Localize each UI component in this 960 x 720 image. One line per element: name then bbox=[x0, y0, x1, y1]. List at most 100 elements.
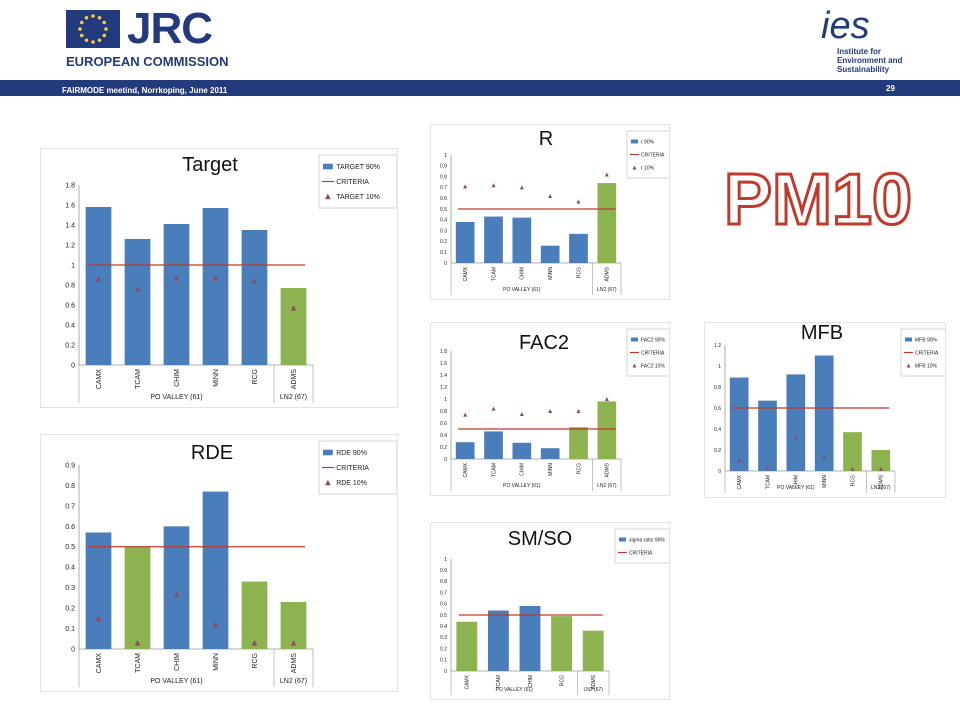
flag-star bbox=[78, 27, 82, 31]
y-tick-label: 0.9 bbox=[440, 164, 447, 170]
bar-chim bbox=[519, 606, 541, 671]
group-label-ln2: LN2 (67) bbox=[280, 678, 307, 685]
y-tick-label: 0.1 bbox=[440, 250, 447, 256]
legend-swatch-marker bbox=[632, 165, 637, 170]
y-tick-label: 0.8 bbox=[440, 174, 447, 180]
x-tick-label: CHIM bbox=[520, 463, 526, 476]
legend-label: sigma ratio 90% bbox=[629, 537, 665, 543]
legend-swatch-bar bbox=[631, 337, 638, 342]
y-tick-label: 0.8 bbox=[65, 282, 75, 289]
legend-label: RDE 10% bbox=[336, 480, 367, 487]
bar-camx bbox=[85, 207, 112, 365]
y-tick-label: 0.7 bbox=[440, 185, 447, 191]
y-tick-label: 1.4 bbox=[440, 373, 447, 379]
bar-rcg bbox=[569, 427, 588, 459]
marker-10pct bbox=[822, 455, 827, 460]
y-tick-label: 0.1 bbox=[65, 626, 75, 633]
legend-label: CRITERIA bbox=[336, 179, 369, 186]
x-tick-label: CHIM bbox=[794, 475, 800, 488]
marker-10pct bbox=[251, 278, 258, 284]
x-tick-label: CHIM bbox=[528, 675, 534, 688]
x-tick-label: TCAM bbox=[135, 369, 142, 389]
legend-swatch-bar bbox=[323, 163, 333, 170]
x-tick-label: MINN bbox=[213, 653, 220, 671]
ies-line-2: Environment and bbox=[837, 56, 902, 65]
y-tick-label: 0.7 bbox=[65, 503, 75, 510]
y-tick-label: 0.2 bbox=[440, 239, 447, 245]
x-tick-label: TCAM bbox=[496, 675, 502, 689]
flag-star bbox=[84, 38, 89, 43]
chart-r: 0 0.1 0.2 0.3 0.4 0.5 0.6 0.7 0.8 0.9 1 CAMX TCAM CHI… bbox=[430, 124, 672, 300]
y-tick-label: 0.4 bbox=[714, 427, 721, 433]
y-tick-label: 1 bbox=[444, 397, 447, 403]
meeting-label: FAIRMODE meetind, Norrkoping, June 2011 bbox=[62, 86, 228, 95]
flag-star bbox=[102, 33, 107, 38]
legend-label: RDE 90% bbox=[336, 450, 367, 457]
y-tick-label: 0.6 bbox=[714, 406, 721, 412]
group-label-ln2: LN2 (67) bbox=[597, 483, 617, 489]
y-tick-label: 0.9 bbox=[65, 462, 75, 469]
bar-tcam bbox=[484, 431, 503, 459]
y-tick-label: 0.4 bbox=[65, 322, 75, 329]
y-tick-label: 1.6 bbox=[440, 361, 447, 367]
slide-header: JRC EUROPEAN COMMISSION ies Institute fo… bbox=[0, 0, 960, 96]
x-tick-label: CAMX bbox=[96, 653, 103, 674]
flag-star bbox=[102, 20, 107, 25]
x-tick-label: RCG bbox=[850, 475, 856, 486]
legend-label: FAC2 90% bbox=[641, 337, 665, 343]
marker-10pct bbox=[463, 412, 468, 417]
x-tick-label: CAMX bbox=[96, 369, 103, 390]
x-tick-label: TCAM bbox=[491, 463, 497, 477]
legend-swatch-marker bbox=[632, 363, 637, 368]
bar-adms bbox=[597, 183, 617, 263]
legend-label: MFB 10% bbox=[915, 363, 938, 369]
y-tick-label: 0.2 bbox=[65, 606, 75, 613]
bar-rcg bbox=[551, 616, 573, 671]
marker-10pct bbox=[212, 621, 219, 628]
bar-rcg bbox=[241, 581, 268, 649]
chart-title-rde: RDE bbox=[190, 442, 234, 464]
group-label-po-valley: PO VALLEY (61) bbox=[777, 485, 815, 491]
ies-mark: ies bbox=[821, 5, 870, 47]
chart-title-fac2: FAC2 bbox=[518, 332, 570, 354]
y-tick-label: 0.4 bbox=[440, 218, 447, 224]
bar-adms bbox=[871, 450, 891, 471]
x-tick-label: TCAM bbox=[135, 653, 142, 673]
bar-chim bbox=[786, 374, 806, 471]
y-tick-label: 0.2 bbox=[65, 342, 75, 349]
y-tick-label: 0.5 bbox=[440, 207, 447, 213]
y-tick-label: 0.6 bbox=[65, 524, 75, 531]
x-tick-label: TCAM bbox=[491, 267, 497, 281]
y-tick-label: 0.6 bbox=[440, 602, 447, 608]
y-tick-label: 1.2 bbox=[714, 343, 721, 349]
x-tick-label: TCAM bbox=[765, 475, 771, 489]
marker-10pct bbox=[548, 409, 553, 413]
x-tick-label: RCG bbox=[576, 267, 582, 278]
bar-minn bbox=[540, 448, 560, 459]
y-tick-label: 0.3 bbox=[65, 585, 75, 592]
y-tick-label: 1.6 bbox=[65, 202, 75, 209]
bar-chim bbox=[163, 224, 190, 365]
header-band bbox=[0, 80, 960, 96]
legend-swatch-marker bbox=[325, 479, 331, 486]
marker-10pct bbox=[491, 406, 496, 411]
y-tick-label: 0.3 bbox=[440, 228, 447, 234]
flag-star bbox=[104, 27, 108, 31]
group-label-po-valley: PO VALLEY (61) bbox=[150, 678, 202, 685]
marker-10pct bbox=[290, 305, 297, 311]
y-tick-label: 1.8 bbox=[440, 349, 447, 355]
legend-label: CRITERIA bbox=[336, 465, 369, 472]
y-tick-label: 0.8 bbox=[440, 409, 447, 415]
marker-10pct bbox=[576, 199, 581, 204]
marker-10pct bbox=[737, 458, 742, 463]
y-tick-label: 0.3 bbox=[440, 635, 447, 641]
flag-star bbox=[97, 15, 102, 20]
marker-10pct bbox=[290, 640, 297, 646]
legend-swatch-marker bbox=[906, 363, 911, 368]
ies-line-1: Institute for bbox=[837, 47, 881, 56]
bar-camx bbox=[456, 621, 478, 671]
pm10-title: PM10 bbox=[720, 159, 930, 245]
marker-10pct bbox=[576, 409, 581, 413]
legend-label: TARGET 10% bbox=[336, 194, 380, 201]
x-tick-label: ADMS bbox=[291, 653, 298, 674]
